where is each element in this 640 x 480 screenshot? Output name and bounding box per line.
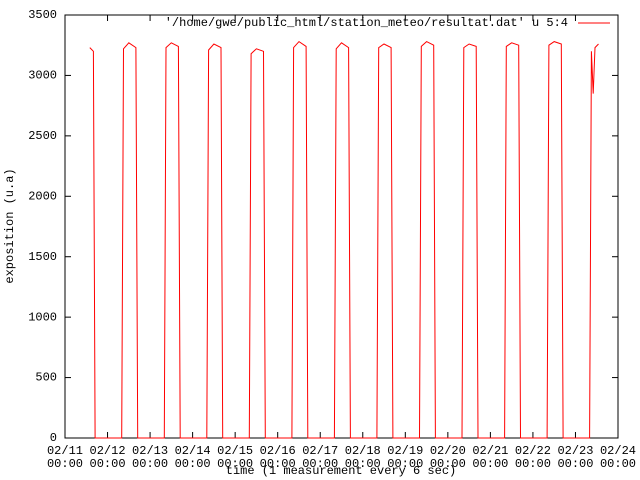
frame: [64, 14, 619, 439]
x-tick-label: 02/21 00:00: [472, 444, 509, 471]
y-tick-label: 3000: [28, 69, 57, 83]
y-tick-label: 3500: [28, 8, 57, 22]
x-tick-label: 02/23 00:00: [557, 444, 594, 471]
x-tick-label: 02/11 00:00: [46, 444, 83, 471]
x-tick-label: 02/19 00:00: [387, 444, 424, 471]
y-tick-label: 2000: [28, 189, 57, 203]
x-tick-label: 02/13 00:00: [132, 444, 169, 471]
x-axis-label: time (1 measurement every 6 sec): [226, 464, 456, 478]
y-tick-label: 1000: [28, 310, 57, 324]
legend-label: '/home/gwe/public_html/station_meteo/res…: [165, 16, 568, 30]
x-tick-label: 02/15 00:00: [217, 444, 254, 471]
y-tick-label: 0: [50, 431, 57, 445]
data-line: [89, 40, 599, 439]
y-tick-label: 500: [35, 371, 57, 385]
x-tick-label: 02/14 00:00: [174, 444, 211, 471]
x-tick-label: 02/18 00:00: [344, 444, 381, 471]
x-tick-label: 02/17 00:00: [302, 444, 339, 471]
y-tick-label: 2500: [28, 129, 57, 143]
x-tick-label: 02/16 00:00: [259, 444, 296, 471]
y-axis-label: exposition (u.a): [3, 168, 17, 283]
x-tick-label: 02/20 00:00: [429, 444, 466, 471]
y-tick-label: 1500: [28, 250, 57, 264]
x-tick-label: 02/24 00:00: [599, 444, 636, 471]
x-tick-label: 02/12 00:00: [89, 444, 126, 471]
x-tick-label: 02/22 00:00: [514, 444, 551, 471]
